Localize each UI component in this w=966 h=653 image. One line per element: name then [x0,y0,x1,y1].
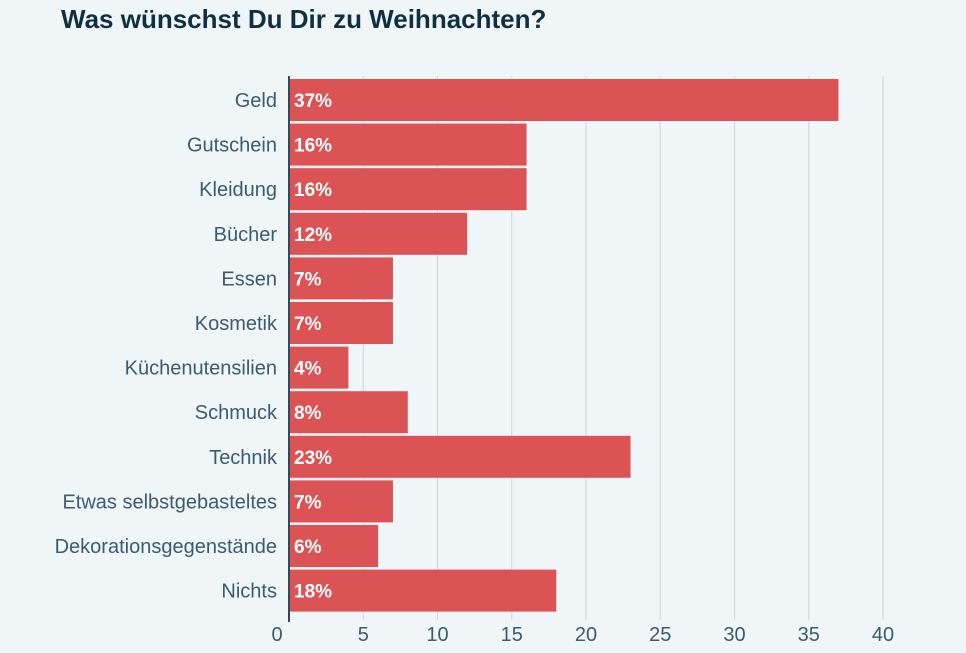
category-label-2: Kleidung [199,179,277,201]
x-tick-label-35: 35 [798,624,820,646]
category-label-1: Gutschein [187,135,277,157]
bar-7 [289,391,408,434]
bars: 37% 16% 16% 12% 7% 7% 4% 8% 23% 7% 6% 18% [289,79,839,612]
bar-value-label-6: 4% [294,359,322,380]
bar-11 [289,569,557,612]
bar-8 [289,435,631,478]
category-label-8: Technik [209,447,278,469]
bar-2 [289,168,527,211]
category-label-3: Bücher [214,224,278,246]
bar-value-label-8: 23% [294,448,332,469]
x-tick-label-40: 40 [872,624,894,646]
x-tick-label-20: 20 [575,624,597,646]
category-label-0: Geld [235,90,277,112]
category-label-5: Kosmetik [195,313,278,335]
bar-value-label-3: 12% [294,225,332,246]
chart-title: Was wünschst Du Dir zu Weihnachten? [61,4,547,34]
bar-value-label-2: 16% [294,180,332,201]
category-label-11: Nichts [221,581,277,603]
x-tick-label-15: 15 [501,624,523,646]
bar-4 [289,257,393,300]
x-tick-label-5: 5 [358,624,369,646]
category-label-10: Dekorationsgegenstände [55,536,277,558]
x-tick-label-0: 0 [271,624,282,646]
bar-0 [289,79,839,121]
grid-lines [362,76,884,620]
bar-5 [289,302,393,344]
bar-value-label-1: 16% [294,136,332,157]
bar-1 [289,123,527,166]
category-label-9: Etwas selbstgebasteltes [62,491,277,513]
x-tick-label-10: 10 [426,624,448,646]
bar-value-label-10: 6% [294,537,322,558]
bar-9 [289,480,393,523]
bar-value-label-9: 7% [294,492,322,513]
bar-10 [289,525,379,567]
category-label-6: Küchenutensilien [125,358,277,380]
category-label-7: Schmuck [195,402,278,424]
category-label-4: Essen [221,268,277,290]
bar-value-label-0: 37% [294,91,332,112]
bar-value-label-7: 8% [294,403,322,424]
bar-value-label-5: 7% [294,314,322,335]
x-axis-ticks: 0 5 10 15 20 25 30 35 40 [271,624,894,646]
bar-3 [289,212,468,255]
x-tick-label-25: 25 [649,624,671,646]
bar-value-label-4: 7% [294,269,322,290]
bar-6 [289,346,349,389]
x-tick-label-30: 30 [723,624,745,646]
category-labels: Geld Gutschein Kleidung Bücher Essen Kosmetik… [55,90,278,603]
bar-value-label-11: 18% [294,582,332,603]
